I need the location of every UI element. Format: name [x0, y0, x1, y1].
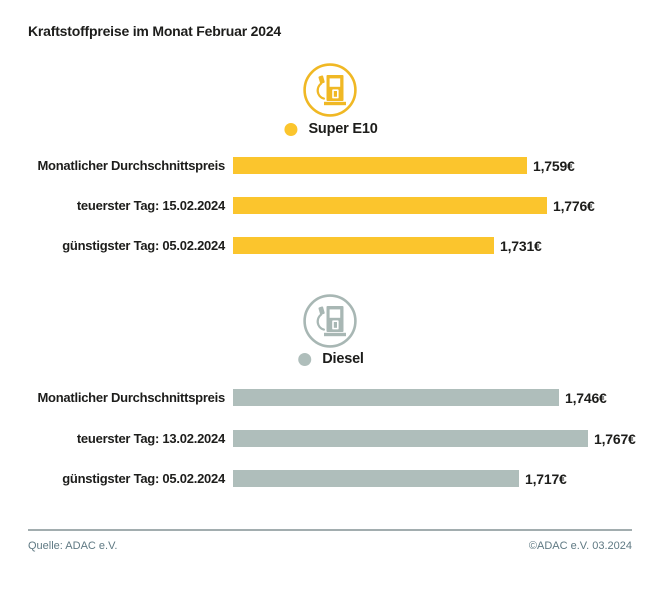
- bar-label-diesel-max-day: teuerster Tag: 13.02.2024: [76, 431, 225, 446]
- bar-row-diesel-min-day: günstigster Tag: 05.02.2024 1,717€: [0, 470, 668, 487]
- bar-label-super-max-day: teuerster Tag: 15.02.2024: [76, 198, 225, 213]
- fuel-pump-icon: [302, 62, 358, 118]
- legend-label-super-e10: Super E10: [308, 121, 378, 137]
- bar-super-max-day: [233, 197, 547, 214]
- footer-copyright: ©ADAC e.V. 03.2024: [528, 540, 632, 552]
- bar-diesel-max-day: [233, 430, 588, 447]
- bar-value-super-min-day: 1,731€: [500, 237, 542, 254]
- footer-source: Quelle: ADAC e.V.: [28, 540, 118, 552]
- legend-super-e10: Super E10: [284, 121, 378, 137]
- legend-dot-super-e10-icon: [284, 122, 298, 136]
- bar-value-diesel-average: 1,746€: [565, 389, 607, 406]
- bar-label-diesel-min-day: günstigster Tag: 05.02.2024: [62, 471, 225, 486]
- legend-diesel: Diesel: [298, 351, 364, 367]
- bar-super-average: [233, 157, 527, 174]
- bar-value-super-max-day: 1,776€: [553, 197, 595, 214]
- bar-label-diesel-average: Monatlicher Durchschnittspreis: [37, 390, 225, 405]
- page-title: Kraftstoffpreise im Monat Februar 2024: [28, 23, 282, 39]
- bar-super-min-day: [233, 237, 494, 254]
- legend-dot-diesel-icon: [298, 352, 312, 366]
- bar-label-super-min-day: günstigster Tag: 05.02.2024: [62, 238, 225, 253]
- bar-diesel-min-day: [233, 470, 519, 487]
- fuel-pump-icon: [302, 293, 358, 349]
- footer-divider: [28, 529, 632, 531]
- bar-row-super-min-day: günstigster Tag: 05.02.2024 1,731€: [0, 237, 668, 254]
- bar-value-diesel-min-day: 1,717€: [525, 470, 567, 487]
- bar-row-diesel-average: Monatlicher Durchschnittspreis 1,746€: [0, 389, 668, 406]
- legend-label-diesel: Diesel: [322, 351, 364, 367]
- bar-row-super-average: Monatlicher Durchschnittspreis 1,759€: [0, 157, 668, 174]
- bar-label-super-average: Monatlicher Durchschnittspreis: [37, 158, 225, 173]
- bar-row-diesel-max-day: teuerster Tag: 13.02.2024 1,767€: [0, 430, 668, 447]
- bar-value-super-average: 1,759€: [533, 157, 575, 174]
- bar-row-super-max-day: teuerster Tag: 15.02.2024 1,776€: [0, 197, 668, 214]
- bar-diesel-average: [233, 389, 559, 406]
- bar-value-diesel-max-day: 1,767€: [594, 430, 636, 447]
